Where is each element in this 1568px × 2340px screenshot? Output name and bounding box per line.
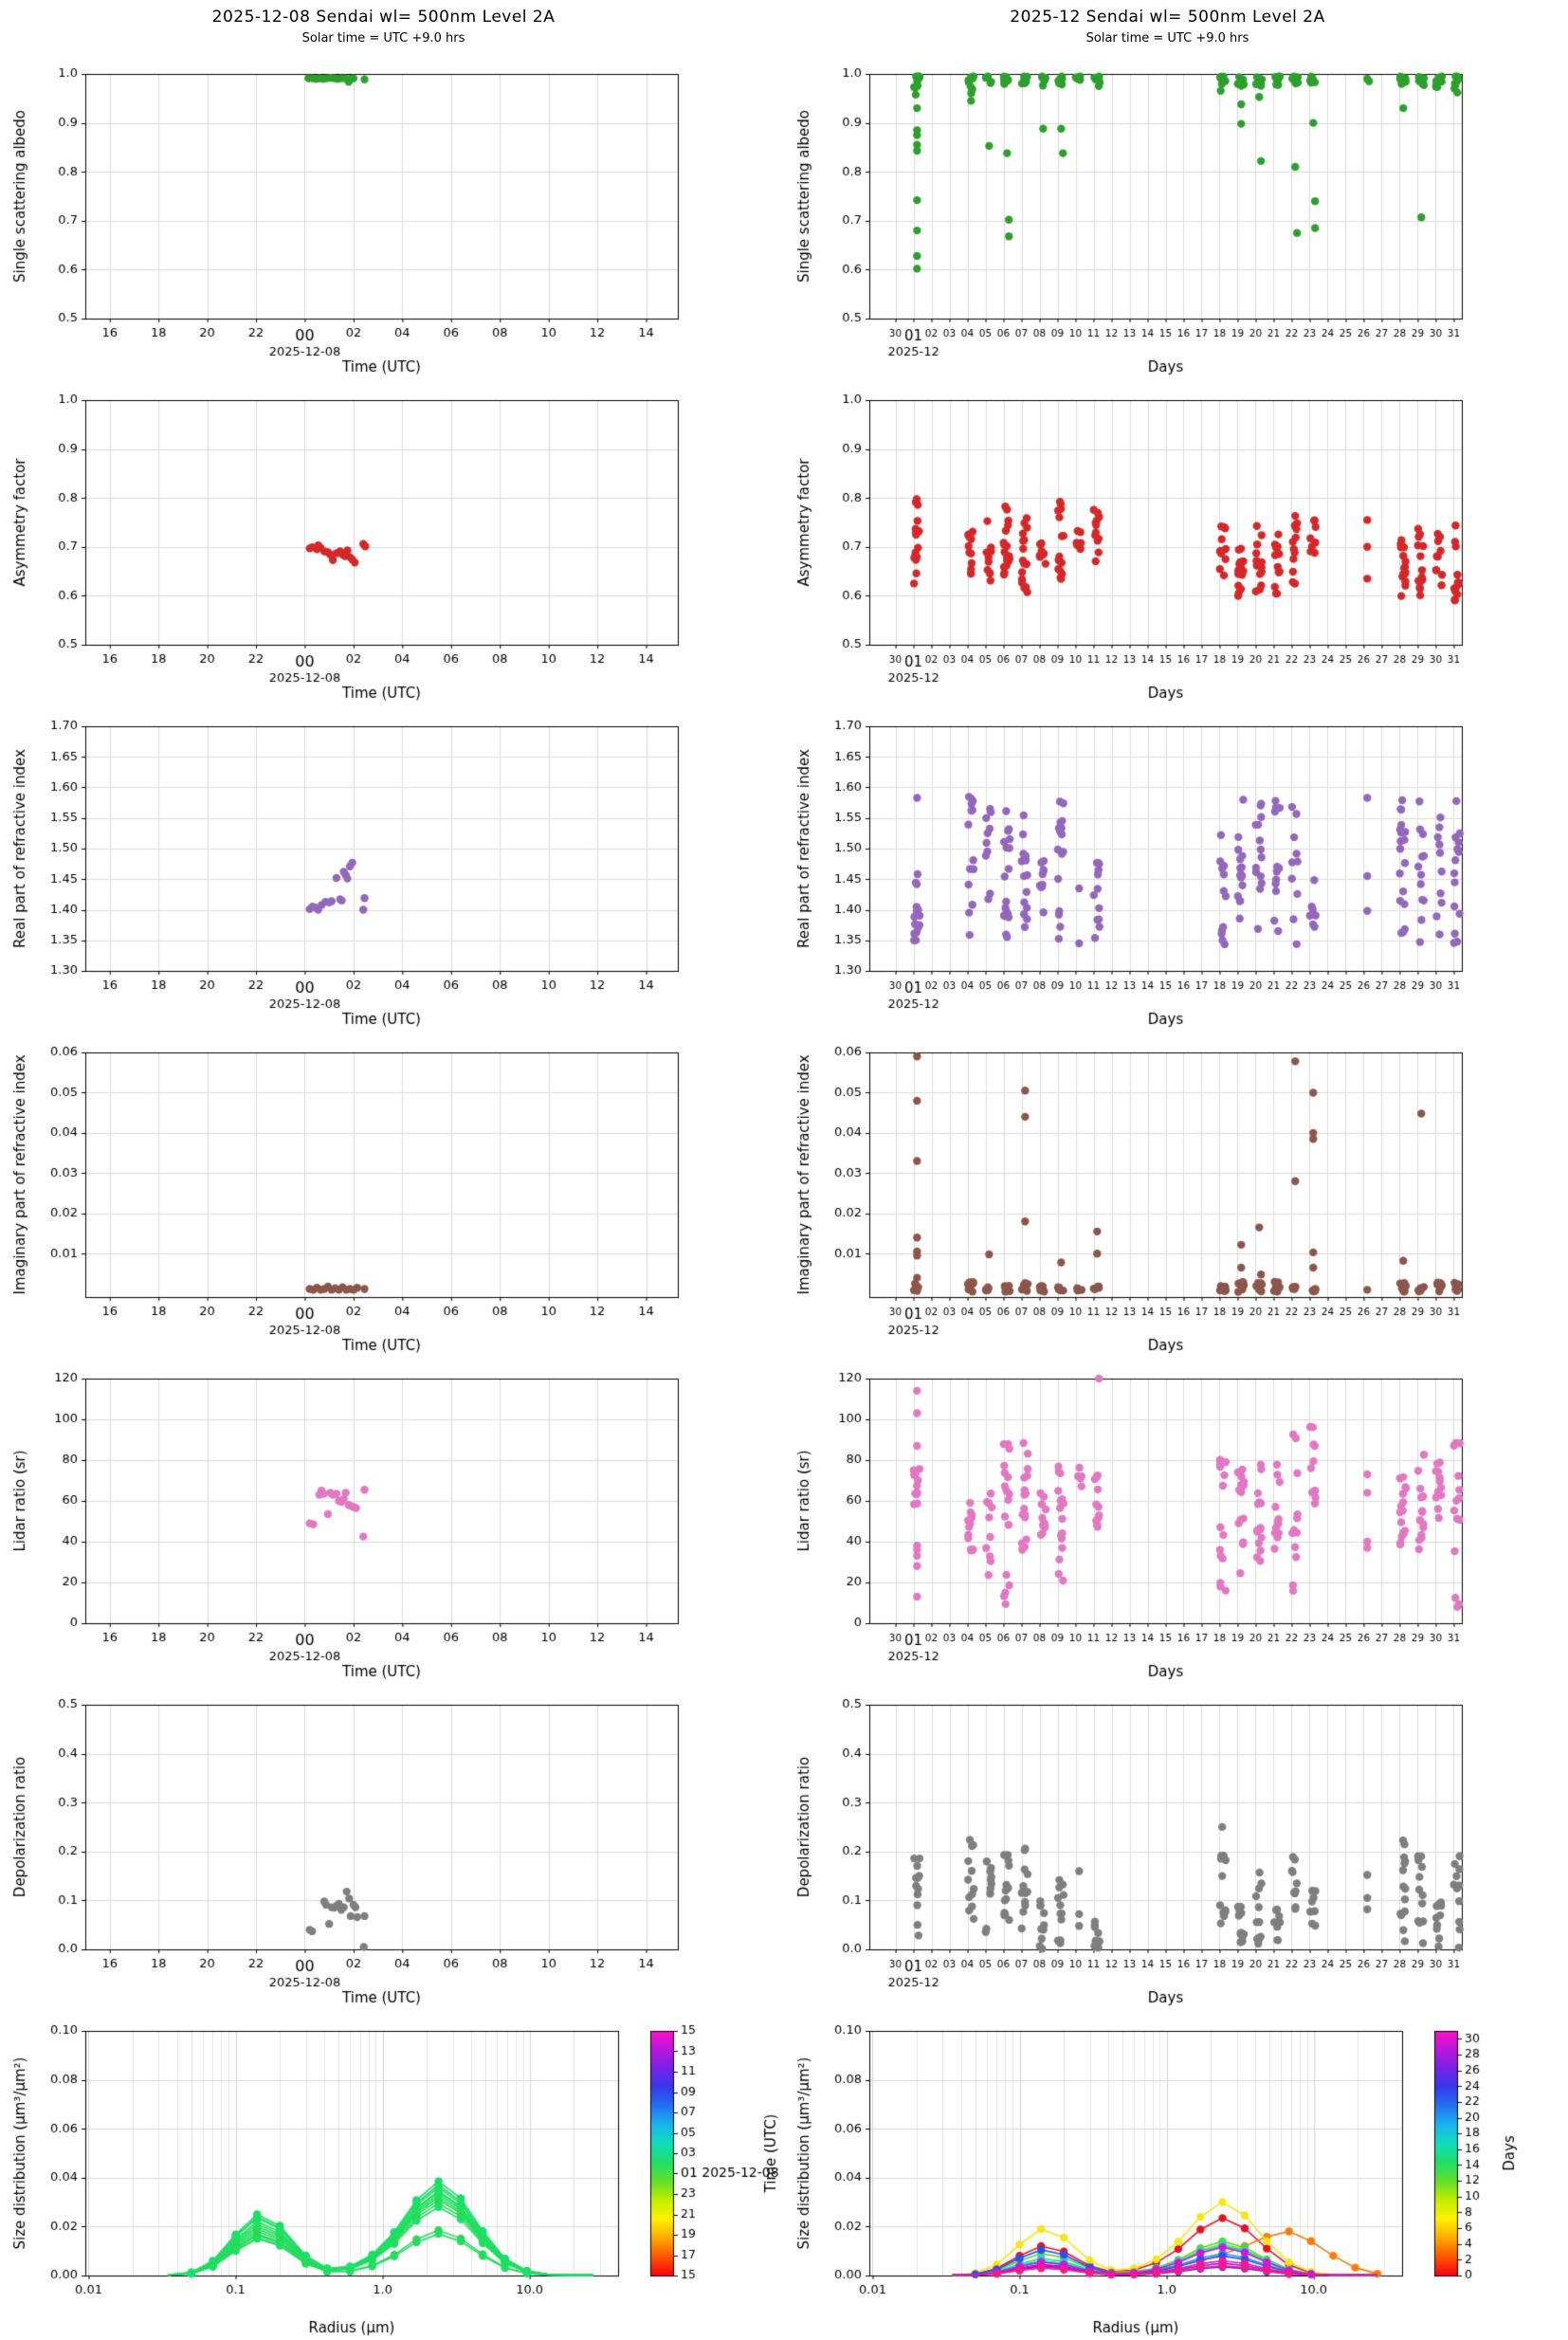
right-subtitle: Solar time = UTC +9.0 hrs [1085, 31, 1249, 46]
plot-grid [0, 53, 1568, 2340]
header: 2025-12-08 Sendai wl= 500nm Level 2A Sol… [0, 0, 1568, 53]
size-distribution-daily-plot [0, 2010, 784, 2340]
real-refractive-index-daily-plot [0, 705, 784, 1032]
size-distribution-monthly-plot [784, 2010, 1568, 2340]
real-refractive-index-monthly-plot [784, 705, 1568, 1032]
asymmetry-factor-daily-plot [0, 379, 784, 705]
right-page-title: 2025-12 Sendai wl= 500nm Level 2A [1010, 8, 1325, 27]
single-scattering-albedo-daily-plot [0, 53, 784, 379]
single-scattering-albedo-monthly-plot [784, 53, 1568, 379]
left-page-title: 2025-12-08 Sendai wl= 500nm Level 2A [211, 8, 556, 27]
left-subtitle: Solar time = UTC +9.0 hrs [301, 31, 465, 46]
imaginary-refractive-index-monthly-plot [784, 1032, 1568, 1358]
right-title-block: 2025-12 Sendai wl= 500nm Level 2A Solar … [784, 0, 1568, 53]
asymmetry-factor-monthly-plot [784, 379, 1568, 705]
left-title-block: 2025-12-08 Sendai wl= 500nm Level 2A Sol… [0, 0, 784, 53]
lidar-ratio-daily-plot [0, 1358, 784, 1684]
imaginary-refractive-index-daily-plot [0, 1032, 784, 1358]
lidar-ratio-monthly-plot [784, 1358, 1568, 1684]
depolarization-ratio-monthly-plot [784, 1684, 1568, 2010]
depolarization-ratio-daily-plot [0, 1684, 784, 2010]
